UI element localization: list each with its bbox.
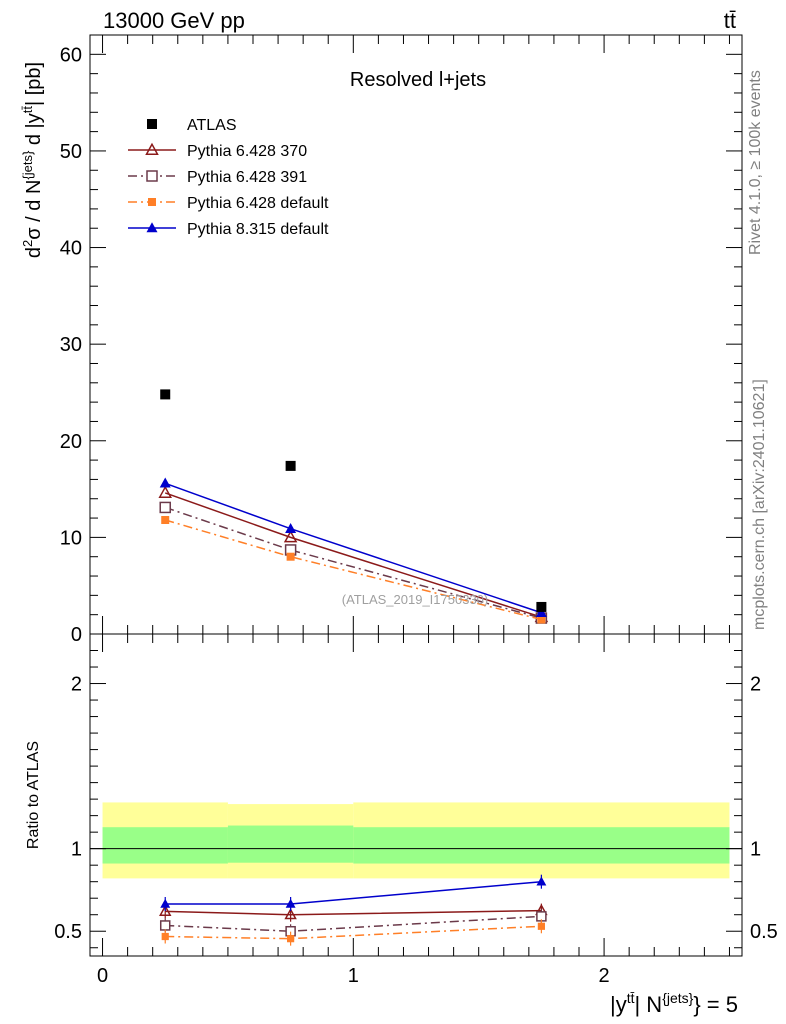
series-line [165, 519, 542, 621]
y-tick-label: 0 [71, 624, 82, 646]
data-point [161, 515, 170, 524]
analysis-watermark: (ATLAS_2019_I1750330) [342, 592, 488, 607]
ratio-point [161, 932, 169, 941]
main-plot: 0 10 20 30 40 50 60 Resolved l+jets (ATLAS_201… [20, 34, 743, 646]
ratio-point [287, 935, 295, 943]
svg-text:|ytt̄| N{jets}} = 5: |ytt̄| N{jets}} = 5 [610, 990, 738, 1017]
header-energy: 13000 GeV pp [103, 8, 245, 33]
y-tick-label: 30 [60, 334, 82, 356]
legend-marker [146, 170, 158, 182]
data-point [286, 552, 295, 561]
legend-marker [145, 142, 159, 155]
data-point [159, 477, 171, 488]
y-tick-label: 40 [60, 238, 82, 260]
legend-label: Pythia 8.315 default [187, 221, 329, 238]
ratio-point [160, 898, 171, 908]
ratio-frame [89, 633, 743, 957]
data-point [537, 615, 546, 624]
ratio-y-tick-label-right: 1 [750, 839, 761, 861]
x-axis-label: |ytt̄| N{jets}} = 5 [610, 990, 738, 1017]
ratio-point [536, 876, 547, 886]
ratio-y-tick-label: 2 [71, 674, 82, 696]
ratio-point [285, 898, 296, 908]
data-point [158, 485, 172, 498]
ratio-y-tick-label-right: 0.5 [750, 921, 778, 943]
data-point-atlas [285, 460, 296, 471]
ratio-y-tick-label-right: 2 [750, 674, 761, 696]
ratio-x-tick-label: 0 [97, 965, 108, 987]
legend-label: Pythia 6.428 370 [187, 143, 307, 160]
series-line [164, 506, 542, 619]
data-point-atlas [160, 389, 171, 400]
legend-marker [148, 198, 156, 206]
data-point [535, 606, 547, 617]
data-point-atlas [536, 601, 547, 612]
ratio-y-tick-label: 0.5 [54, 921, 82, 943]
y-tick-label: 60 [60, 44, 82, 66]
uncertainty-band-green [227, 825, 354, 863]
data-point [283, 530, 298, 543]
y-tick-label: 10 [60, 527, 82, 549]
data-point [159, 501, 171, 514]
y-axis-label: d2σ / d N{jets} d |ytt̄| [pb] [20, 62, 45, 258]
ratio-x-tick-label: 2 [599, 965, 610, 987]
rivet-label: Rivet 4.1.0, ≥ 100k events [747, 70, 764, 255]
series-line [164, 492, 542, 618]
ratio-x-tick-label: 1 [348, 965, 359, 987]
ratio-point [159, 904, 172, 916]
legend-label: ATLAS [187, 117, 237, 134]
y-tick-label: 20 [60, 431, 82, 453]
ratio-y-label: Ratio to ATLAS [25, 741, 42, 849]
ratio-series-line [165, 880, 542, 905]
ratio-point [159, 920, 171, 931]
uncertainty-band-green [353, 827, 730, 864]
ratio-plot: 0.5 0.5 1 1 2 2 0 1 2 Ratio to ATLAS |ytt̄| N{je… [25, 633, 778, 1017]
legend-label: Pythia 6.428 default [187, 195, 329, 212]
ratio-point [284, 907, 297, 920]
data-point [285, 522, 297, 533]
ratio-y-tick-label: 1 [71, 839, 82, 861]
legend-marker [147, 119, 157, 129]
legend-marker [146, 222, 158, 233]
ratio-series-line [165, 909, 542, 916]
y-tick-label: 50 [60, 141, 82, 163]
svg-text:d2σ / d N{jets} d |ytt̄| [pb]: d2σ / d N{jets} d |ytt̄| [pb] [20, 62, 45, 258]
mcplots-label: mcplots.cern.ch [arXiv:2401.10621] [751, 379, 768, 630]
uncertainty-band-green [102, 827, 228, 864]
ratio-series-line [165, 925, 542, 940]
plot-title: Resolved l+jets [350, 69, 486, 91]
legend-label: Pythia 6.428 391 [187, 169, 307, 186]
header-process: tt̄ [724, 8, 736, 33]
ratio-point [537, 922, 545, 930]
ratio-series-line [165, 915, 542, 932]
legend: ATLAS Pythia 6.428 370 Pythia 6.428 391 Pyt… [128, 117, 329, 238]
